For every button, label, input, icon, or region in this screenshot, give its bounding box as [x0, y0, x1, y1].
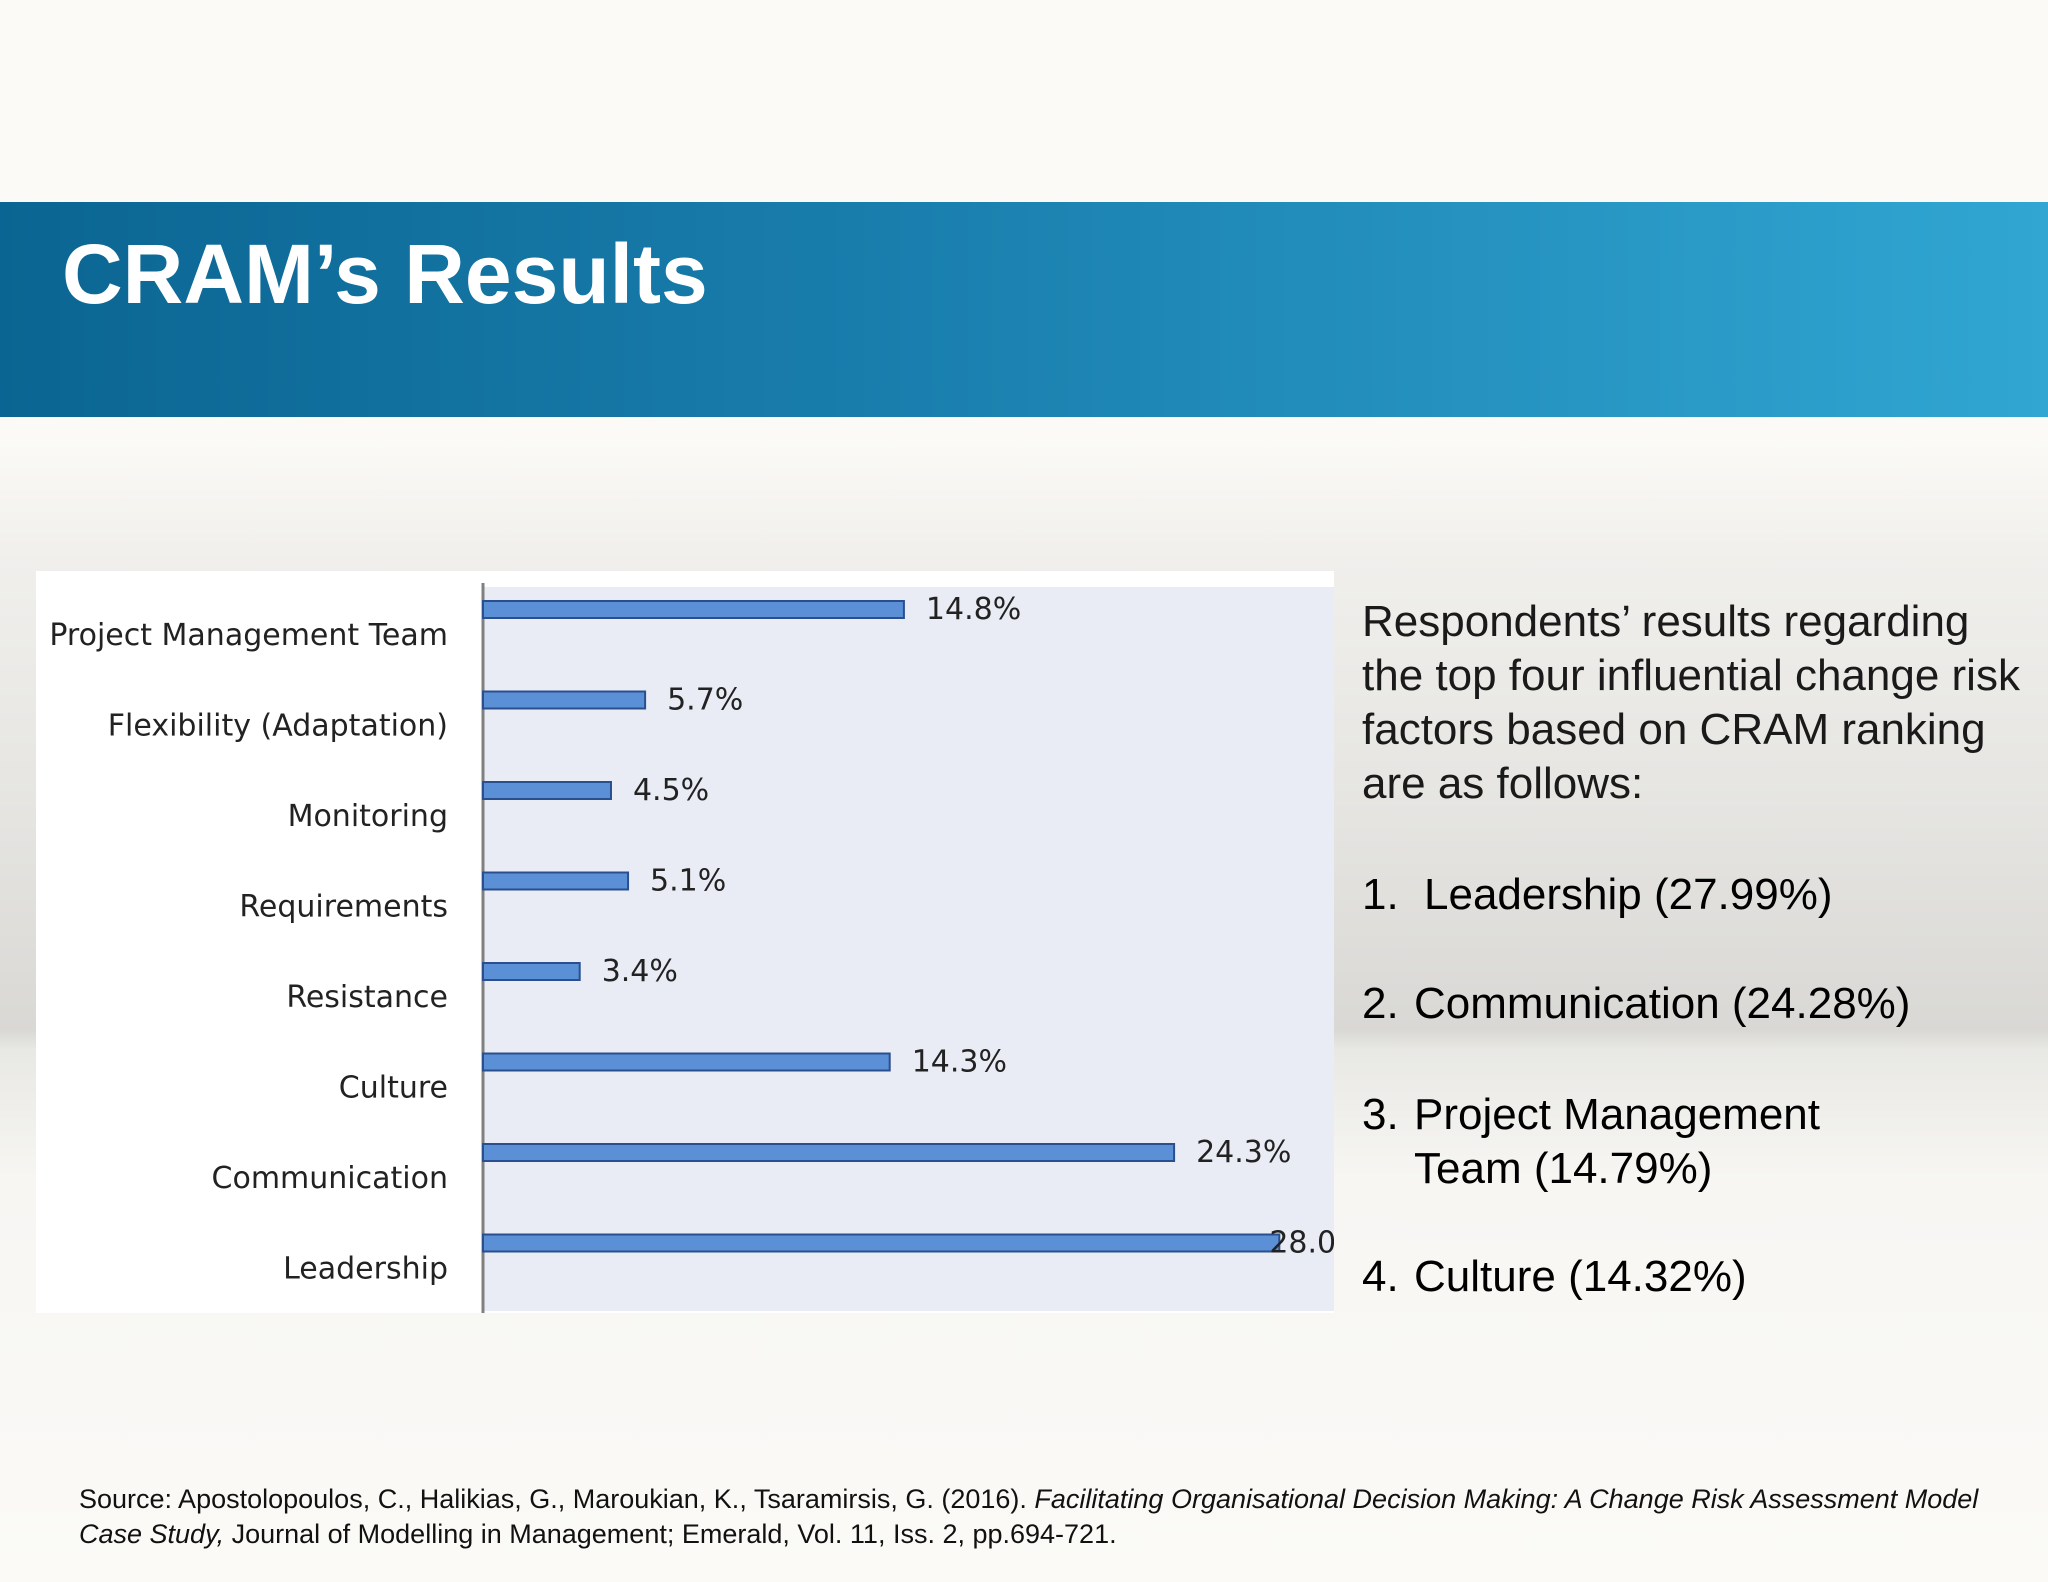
results-summary: Respondents’ results regarding the top f…	[1362, 595, 2022, 811]
rank-item-3: 3. Project Management Team (14.79%)	[1362, 1088, 1882, 1196]
rank-number: 4.	[1362, 1252, 1399, 1301]
value-label: 24.3%	[1196, 1135, 1291, 1170]
category-label: Project Management Team	[49, 618, 448, 653]
bar-communication	[482, 1143, 1176, 1162]
rank-number: 2.	[1362, 979, 1399, 1028]
bar-project-management-team	[482, 600, 905, 619]
source-prefix: Source: Apostolopoulos, C., Halikias, G.…	[79, 1484, 1035, 1514]
bar-leadership	[482, 1233, 1281, 1253]
bar-culture	[482, 1052, 891, 1072]
labels-layer: 14.8% Project Management Team 5.7% Flexibil…	[49, 592, 1334, 1287]
value-label: 14.8%	[926, 592, 1021, 627]
category-label: Requirements	[239, 890, 448, 925]
bar-resistance	[482, 962, 581, 981]
category-label: Flexibility (Adaptation)	[108, 709, 448, 744]
source-citation: Source: Apostolopoulos, C., Halikias, G.…	[79, 1482, 2009, 1552]
rank-label: Project Management Team (14.79%)	[1414, 1090, 1820, 1193]
rank-item-1: 1. Leadership (27.99%)	[1362, 868, 1832, 922]
category-label: Communication	[212, 1161, 448, 1196]
value-label: 4.5%	[633, 773, 709, 808]
rank-label: Culture (14.32%)	[1414, 1252, 1747, 1301]
rank-label: Communication (24.28%)	[1414, 979, 1911, 1028]
source-title: Facilitating Organisational Decision Mak…	[79, 1484, 1979, 1549]
rank-number: 3.	[1362, 1090, 1399, 1139]
rank-item-2: 2. Communication (24.28%)	[1362, 977, 1910, 1031]
rank-item-4: 4. Culture (14.32%)	[1362, 1250, 1747, 1304]
bar-requirements	[482, 871, 630, 891]
source-suffix: Journal of Modelling in Management; Emer…	[224, 1519, 1117, 1549]
slide-title: CRAM’s Results	[62, 227, 708, 321]
value-label: 5.1%	[650, 864, 726, 899]
category-label: Monitoring	[288, 799, 448, 834]
bar-monitoring	[482, 781, 612, 800]
bars-layer	[482, 600, 1281, 1253]
results-intro: Respondents’ results regarding the top f…	[1362, 597, 2020, 808]
value-label: 3.4%	[602, 954, 678, 989]
category-label: Culture	[339, 1071, 448, 1106]
rank-number: 1.	[1362, 870, 1399, 919]
bar-flexibility-adaptation	[482, 690, 647, 710]
rank-label: Leadership (27.99%)	[1424, 870, 1833, 919]
value-label: 28.0%	[1269, 1226, 1334, 1261]
bar-chart-svg: 14.8% Project Management Team 5.7% Flexibil…	[49, 583, 1334, 1313]
bar-chart: 14.8% Project Management Team 5.7% Flexibil…	[36, 571, 1334, 1313]
value-label: 14.3%	[912, 1045, 1007, 1080]
title-banner	[0, 202, 2048, 417]
value-label: 5.7%	[667, 683, 743, 718]
category-label: Resistance	[286, 980, 448, 1015]
category-label: Leadership	[283, 1252, 448, 1287]
